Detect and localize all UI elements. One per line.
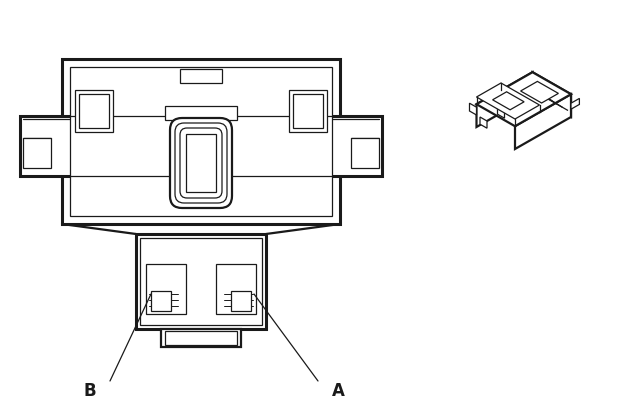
Bar [20,116,382,176]
FancyBboxPatch shape [175,123,227,203]
Text: B: B [84,382,96,400]
Polygon shape [532,72,571,117]
Polygon shape [571,98,579,109]
Polygon shape [520,81,558,103]
Bar [289,90,327,132]
FancyBboxPatch shape [180,128,222,198]
Polygon shape [477,72,571,126]
Bar [180,69,222,83]
Bar [216,264,256,314]
Bar [165,331,237,345]
FancyBboxPatch shape [170,118,232,208]
Bar [165,106,237,120]
Bar [79,94,109,128]
Bar [136,234,266,329]
Bar [75,90,113,132]
Bar [151,291,171,311]
Bar [293,94,323,128]
Bar [140,238,262,325]
Bar [62,59,340,224]
Polygon shape [493,92,524,110]
Polygon shape [497,107,504,118]
Text: A: A [332,382,344,400]
Bar [351,138,379,168]
Polygon shape [480,117,487,128]
Polygon shape [477,83,540,119]
Polygon shape [477,72,532,127]
Bar [231,291,251,311]
Polygon shape [470,103,477,115]
Bar [146,264,186,314]
Bar [186,134,216,192]
Bar [23,138,51,168]
Bar [70,67,332,216]
Polygon shape [515,94,571,149]
Bar [161,329,241,347]
